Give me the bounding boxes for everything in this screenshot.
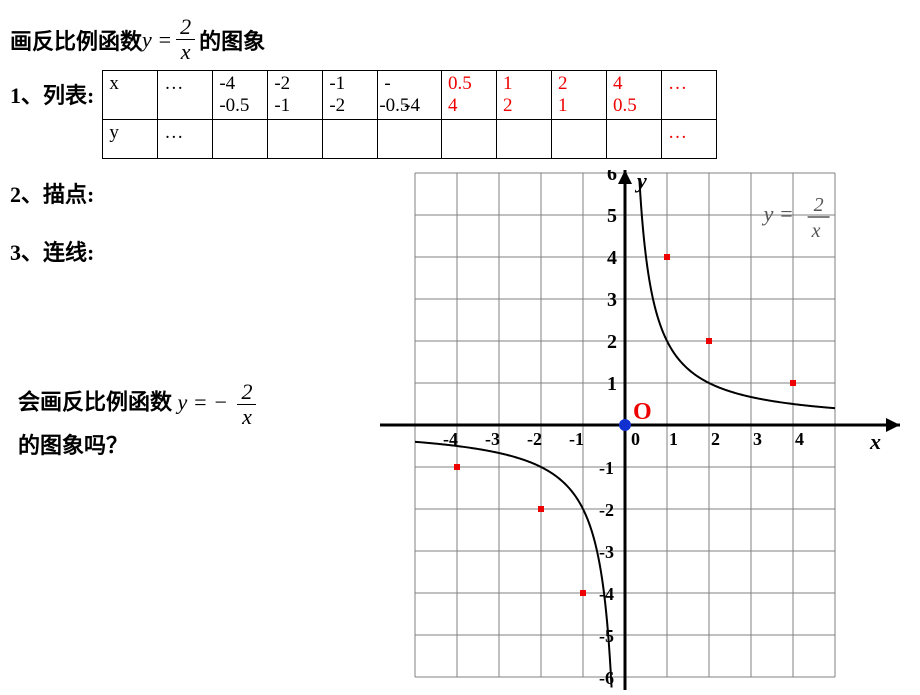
- chart-container: -4-3-2-101234123456-1-2-3-4-5-6xyOy = 2x: [380, 170, 900, 695]
- svg-text:O: O: [633, 399, 652, 425]
- svg-text:1: 1: [607, 373, 617, 395]
- svg-text:-1: -1: [599, 458, 614, 478]
- step1-row: 1、列表: x … -4 -0.5 -2 -1 -1 -2 - -0.5 -4: [10, 70, 910, 159]
- cell: 0.5 4: [441, 71, 496, 120]
- svg-text:-5: -5: [599, 626, 614, 646]
- cell: -1 -2: [323, 71, 378, 120]
- svg-text:-3: -3: [485, 429, 500, 449]
- cell-dots: …: [661, 71, 716, 120]
- cell: 1 2: [496, 71, 551, 120]
- svg-text:4: 4: [795, 429, 804, 449]
- cell: 4 0.5: [606, 71, 661, 120]
- title-fraction: 2 x: [176, 15, 195, 64]
- svg-text:6: 6: [607, 170, 617, 185]
- prompt-fraction: 2 x: [237, 380, 256, 429]
- svg-text:2: 2: [711, 429, 720, 449]
- svg-text:0: 0: [631, 429, 640, 449]
- page-title: 画反比例函数 y = 2 x 的图象: [10, 15, 910, 64]
- title-den: x: [176, 40, 195, 64]
- svg-text:3: 3: [607, 289, 617, 311]
- data-table: x … -4 -0.5 -2 -1 -1 -2 - -0.5 -4 0.5 4: [102, 70, 717, 159]
- title-num: 2: [176, 15, 195, 40]
- svg-text:-1: -1: [569, 429, 584, 449]
- cell: 2 1: [551, 71, 606, 120]
- svg-text:x: x: [811, 220, 821, 242]
- cell-dots: …: [661, 120, 716, 159]
- cell-dots: …: [158, 120, 213, 159]
- svg-text:-2: -2: [527, 429, 542, 449]
- svg-text:-2: -2: [599, 500, 614, 520]
- title-suffix: 的图象: [199, 24, 265, 56]
- eq-lhs: y =: [142, 27, 172, 53]
- svg-text:1: 1: [669, 429, 678, 449]
- cell-y-label: y: [103, 120, 158, 159]
- svg-text:3: 3: [753, 429, 762, 449]
- svg-text:2: 2: [814, 194, 824, 216]
- svg-text:-3: -3: [599, 542, 614, 562]
- svg-text:5: 5: [607, 205, 617, 227]
- question-prompt: 会画反比例函数 y = − 2 x 的图象吗？: [18, 380, 260, 462]
- cell-x-label: x: [103, 71, 158, 120]
- table-row-x: x … -4 -0.5 -2 -1 -1 -2 - -0.5 -4 0.5 4: [103, 71, 717, 120]
- cell: -4 -0.5: [213, 71, 268, 120]
- svg-text:2: 2: [607, 331, 617, 353]
- svg-text:4: 4: [607, 247, 617, 269]
- svg-text:y =: y =: [762, 201, 794, 226]
- cell: -2 -1: [268, 71, 323, 120]
- reciprocal-chart: -4-3-2-101234123456-1-2-3-4-5-6xyOy = 2x: [380, 170, 900, 690]
- svg-text:x: x: [869, 429, 881, 454]
- table-row-y: y … …: [103, 120, 717, 159]
- svg-text:-4: -4: [599, 584, 614, 604]
- title-prefix: 画反比例函数: [10, 24, 142, 56]
- cell: - -0.5 -4: [378, 71, 442, 120]
- step1-label: 1、列表:: [10, 78, 94, 110]
- cell-dots: …: [158, 71, 213, 120]
